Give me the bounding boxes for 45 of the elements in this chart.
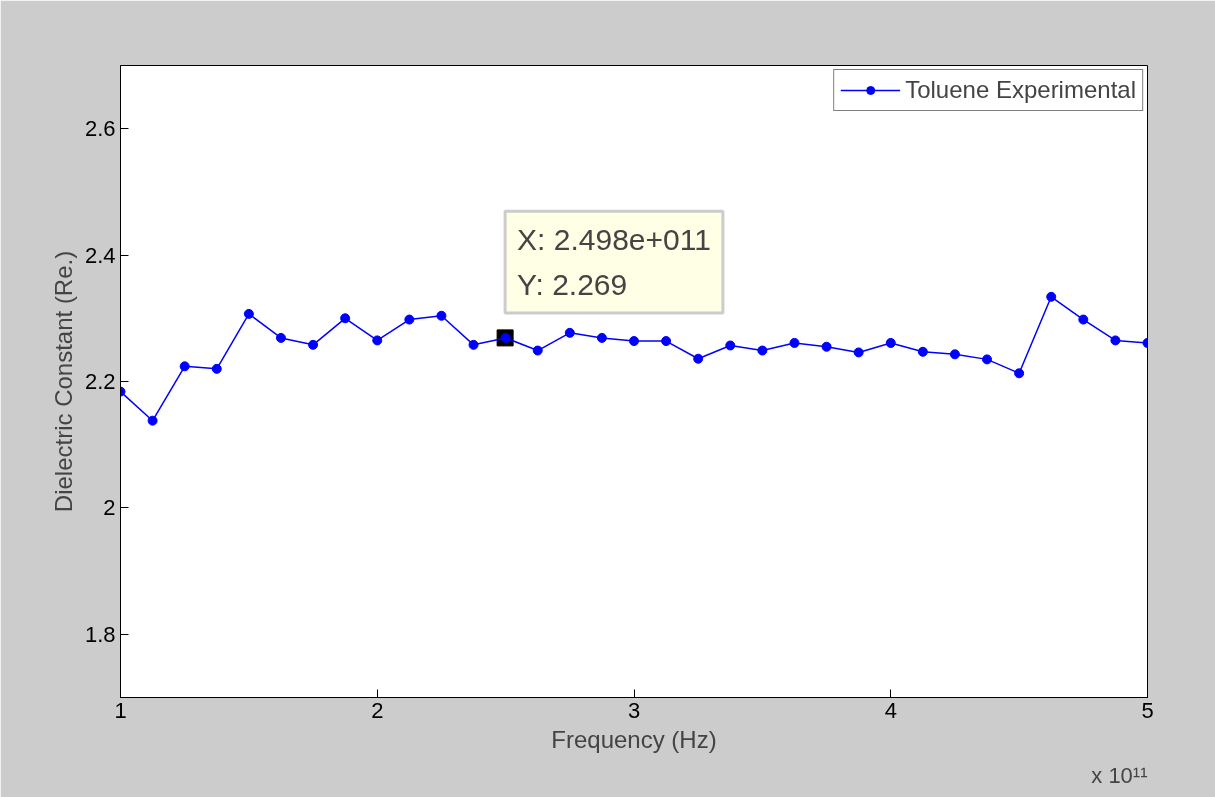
point (1046, 291, 1057, 302)
point (661, 336, 672, 347)
point (308, 339, 319, 350)
point (243, 308, 254, 319)
point (821, 341, 832, 352)
point (1014, 368, 1025, 379)
point (757, 345, 768, 356)
y-tick-label: 2.4 (84, 242, 116, 268)
point (853, 347, 864, 358)
point (949, 349, 960, 360)
y-axis-title: Dielectric Constant (Re.) (49, 250, 77, 513)
annotation: X: 2.498e+011 Y: 2.269 (517, 223, 711, 301)
y-tick-label: 2.2 (84, 369, 116, 394)
point (179, 361, 190, 372)
point (147, 415, 158, 426)
y-tick-label: 1.8 (84, 621, 116, 647)
point (532, 345, 543, 356)
x-tick-label: 3 (627, 697, 641, 723)
point (372, 335, 383, 346)
y-tick-label: 2 (103, 495, 116, 521)
point (211, 363, 222, 374)
point (468, 339, 479, 350)
point (725, 340, 736, 351)
legend-label: Toluene Experimental (905, 76, 1136, 104)
point (885, 337, 896, 348)
point (564, 327, 575, 338)
point (629, 336, 639, 347)
point (340, 313, 351, 324)
x-tick-label: 5 (1141, 697, 1154, 723)
text: x 10¹¹ (1091, 762, 1148, 788)
point (596, 332, 607, 343)
x-tick-label: 4 (884, 697, 897, 723)
x-tick-label: 2 (371, 697, 384, 723)
point (436, 310, 447, 321)
point (982, 354, 993, 365)
point (404, 314, 415, 325)
y-tick-label: 2.6 (84, 116, 116, 142)
point (917, 346, 928, 357)
point (693, 353, 704, 364)
x-axis-title: Frequency (Hz) (551, 725, 717, 753)
point (1078, 314, 1089, 325)
point (1110, 335, 1121, 346)
point (789, 337, 800, 348)
x-tick-label: 1 (114, 697, 127, 723)
point (275, 332, 286, 343)
